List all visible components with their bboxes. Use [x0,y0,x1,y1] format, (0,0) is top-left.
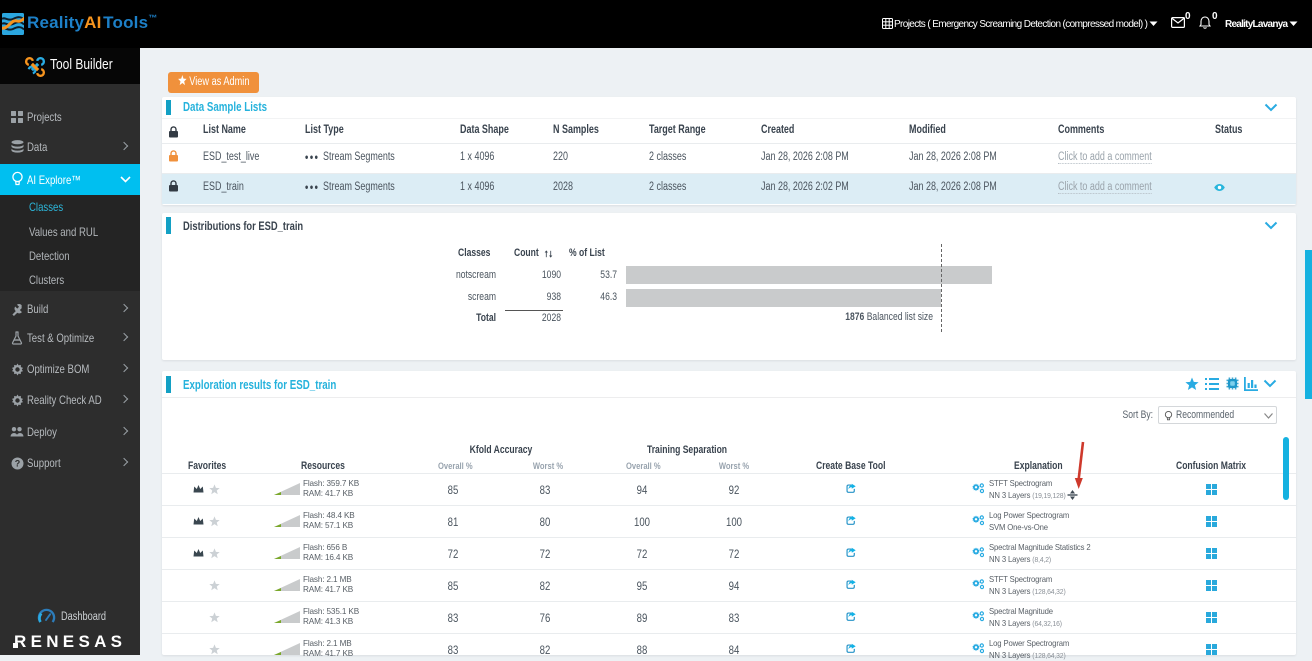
svg-text:?: ? [15,459,21,469]
svg-text:RENESAS: RENESAS [14,632,122,651]
